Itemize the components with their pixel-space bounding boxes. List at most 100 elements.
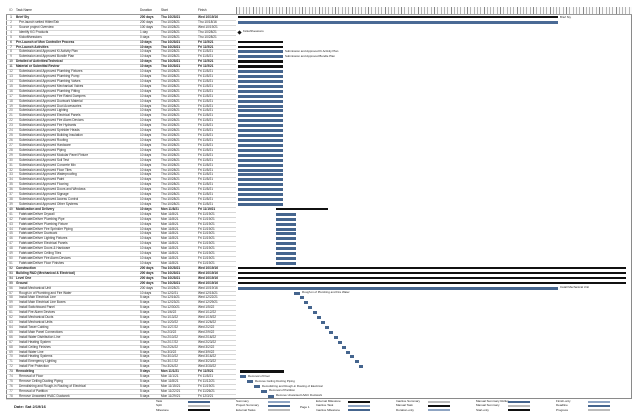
summary-bar[interactable] xyxy=(238,60,283,63)
table-row[interactable]: 17 Submission and Approved Fire Rated Dam… xyxy=(6,94,236,100)
task-bar[interactable] xyxy=(238,188,283,192)
table-row[interactable]: 77 Removal of Partition 5 days Mon 11/22/21… xyxy=(6,389,236,395)
task-bar[interactable] xyxy=(247,380,253,384)
task-bar[interactable] xyxy=(238,183,283,187)
task-bar[interactable] xyxy=(276,217,296,221)
task-bar[interactable] xyxy=(238,178,283,182)
task-bar[interactable] xyxy=(238,148,283,152)
table-row[interactable]: 25 Submission and Approved Building Insul… xyxy=(6,133,236,139)
task-bar[interactable] xyxy=(276,227,296,231)
table-row[interactable]: 4 Identify KG Products 1 day Thu 10/28/21 Th… xyxy=(6,30,236,36)
table-row[interactable]: 12 Submission and Approved Plumbing Fixtu… xyxy=(6,69,236,76)
table-row[interactable]: 26 Submission and Approved Roofing 10 days… xyxy=(6,138,236,144)
table-row[interactable]: 20 Submission and Approved Lighting 10 day… xyxy=(6,108,236,115)
table-row[interactable]: 72 Install Fire Protection 5 days Thu 3/24/… xyxy=(6,364,236,371)
table-row[interactable]: 59 Install Main Electrical Line Boxes 5 da… xyxy=(6,300,236,307)
summary-bar[interactable] xyxy=(238,266,626,270)
task-bar[interactable] xyxy=(304,301,309,305)
table-row[interactable]: 76 Demolishing and Rough-in Routing of El… xyxy=(6,384,236,390)
table-row[interactable]: 33 Submission and Approved Waterproofing 1… xyxy=(6,172,236,179)
table-row[interactable]: 56 Install Mechanical Unit 200 days Thu 10/… xyxy=(6,286,236,292)
table-row[interactable]: 15 Submission and Approved Mechanical Val… xyxy=(6,84,236,90)
table-row[interactable]: 42 Fabricate/Deliver Plumbing Pipe 10 days… xyxy=(6,217,236,223)
task-bar[interactable] xyxy=(238,119,283,123)
table-row[interactable]: 2 Pre-launch setted Hitlen/Tab 200 days Thu… xyxy=(6,20,236,26)
table-row[interactable]: 48 Fabricate/Deliver Doors & Hardware 10 d… xyxy=(6,246,236,253)
task-bar[interactable] xyxy=(268,394,274,398)
table-row[interactable]: 74 Removal of Floor 5 days Mon 11/1/21 Fri 1… xyxy=(6,374,236,381)
task-bar[interactable] xyxy=(238,84,283,88)
task-bar[interactable] xyxy=(238,202,283,206)
table-row[interactable]: 55 Ground 200 days Thu 10/28/21 Wed 10/19/16 xyxy=(6,281,236,287)
task-bar[interactable] xyxy=(254,385,260,388)
project-summary-bar[interactable] xyxy=(238,16,558,19)
task-bar[interactable] xyxy=(276,232,296,236)
task-bar[interactable] xyxy=(276,262,296,265)
table-row[interactable]: 35 Submission and Approved Flooring 10 day… xyxy=(6,182,236,189)
task-bar[interactable] xyxy=(238,79,283,83)
task-bar[interactable] xyxy=(240,375,246,379)
table-row[interactable]: 19 Submission and Approved Duct Accessori… xyxy=(6,104,236,110)
table-row[interactable]: 62 Install Mechanical Ducts 5 days Thu 1/13… xyxy=(6,315,236,322)
task-bar[interactable] xyxy=(238,89,283,93)
table-row[interactable]: 31 Submission and Approved Concrete Mix 10… xyxy=(6,163,236,169)
table-row[interactable]: 16 Submission and Approved Plumbing Fitti… xyxy=(6,89,236,95)
table-row[interactable]: 71 Install Emergency Lighting 5 days Thu 3/… xyxy=(6,359,236,366)
summary-bar[interactable] xyxy=(238,45,283,48)
table-row[interactable]: 41 Fabricate/Deliver Drywall 10 days Mon 11… xyxy=(6,212,236,218)
table-row[interactable]: 30 Submission and Approved Soil Test 10 da… xyxy=(6,158,236,164)
task-bar[interactable] xyxy=(238,129,283,133)
table-row[interactable]: 63 Install Mechanical Units 5 days Thu 1/20… xyxy=(6,320,236,326)
summary-bar[interactable] xyxy=(238,281,626,285)
table-row[interactable]: 23 Submission and Approved Fire Hydrants 1… xyxy=(6,123,236,130)
table-row[interactable]: 7 Pre-Launch Activities 10 days Thu 10/28/2… xyxy=(6,45,236,51)
table-row[interactable]: 37 Submission and Approved Signage 10 days… xyxy=(6,192,236,199)
table-row[interactable]: 32 Submission and Approved Floor Tiles 10 … xyxy=(6,168,236,174)
table-row[interactable]: 50 Fabricate/Deliver Fire Alarm Devices 10… xyxy=(6,256,236,262)
task-bar[interactable] xyxy=(300,296,304,300)
task-bar[interactable] xyxy=(329,330,334,334)
table-row[interactable]: 6 Pre-Launch of Mon Controller Process 10 … xyxy=(6,40,236,46)
task-bar[interactable] xyxy=(312,311,317,315)
table-row[interactable]: 43 Fabricate/Deliver Plumbing Fixture 10 d… xyxy=(6,222,236,228)
table-row[interactable]: 5 Kickoff/sessions 0 days Thu 10/28/21 Thu 1… xyxy=(6,35,236,41)
task-bar[interactable] xyxy=(321,321,325,325)
table-row[interactable]: 45 Fabricate/Deliver Ductwork 10 days Mon 1… xyxy=(6,231,236,238)
task-bar[interactable] xyxy=(238,139,283,142)
task-bar[interactable] xyxy=(308,306,313,310)
summary-bar[interactable] xyxy=(276,207,328,211)
table-row[interactable]: 38 Submission and Approved Access Control… xyxy=(6,197,236,203)
table-row[interactable]: 46 Fabricate/Deliver Lighting Fixtures 10 … xyxy=(6,236,236,243)
summary-bar[interactable] xyxy=(238,276,626,280)
task-bar[interactable] xyxy=(276,247,296,251)
table-row[interactable]: 9 Submission and Approved Bundle Plan 10 d… xyxy=(6,54,236,61)
table-row[interactable]: 18 Submission and Approved Ductwork Mater… xyxy=(6,99,236,105)
task-bar[interactable] xyxy=(238,153,283,157)
task-bar[interactable] xyxy=(238,50,283,54)
table-row[interactable]: 65 Install Main Panel Connections 5 days Th… xyxy=(6,330,236,336)
table-row[interactable]: 53 Building R&D (Mechanical & Electrical)… xyxy=(6,271,236,277)
table-row[interactable]: 13 Submission and Approved Plumbing Pump 1… xyxy=(6,74,236,80)
task-bar[interactable] xyxy=(316,316,321,320)
table-row[interactable]: 47 Fabricate/Deliver Electrical Panels 10 … xyxy=(6,241,236,248)
table-row[interactable]: 54 Level One 200 days Thu 10/28/21 Wed 10/19… xyxy=(6,276,236,282)
table-row[interactable]: 44 Fabricate/Deliver Fire Sprinkler Pipin… xyxy=(6,227,236,233)
task-bar[interactable] xyxy=(238,99,283,103)
task-bar[interactable] xyxy=(238,193,283,197)
task-bar[interactable] xyxy=(238,286,558,290)
task-bar[interactable] xyxy=(261,389,267,393)
task-bar[interactable] xyxy=(276,222,296,226)
task-bar[interactable] xyxy=(238,198,283,202)
task-bar[interactable] xyxy=(238,94,283,98)
table-row[interactable]: 8 Submission and Approved Ki Activity Pla… xyxy=(6,49,236,56)
table-row[interactable]: 70 Install Heating Systems 5 days Thu 3/10/… xyxy=(6,354,236,361)
table-row[interactable]: 11 Material or Submittal Review 10 days Thu… xyxy=(6,64,236,71)
table-row[interactable]: 40 Mobilization and Delivery 10 days Mon 11… xyxy=(6,207,236,213)
table-row[interactable]: 28 Submission and Approved Piping 10 days T… xyxy=(6,148,236,154)
table-row[interactable]: 78 Remove Unwanted HVAC Ductwork 5 days Mon… xyxy=(6,394,236,400)
task-bar[interactable] xyxy=(276,242,296,246)
task-bar[interactable] xyxy=(238,75,283,79)
milestone-marker[interactable] xyxy=(237,30,242,35)
table-row[interactable]: 52 Construction 200 days Thu 10/28/21 Wed 10… xyxy=(6,266,236,272)
table-row[interactable]: 75 Remove Ceiling Ducting Piping 5 days Mon… xyxy=(6,379,236,385)
